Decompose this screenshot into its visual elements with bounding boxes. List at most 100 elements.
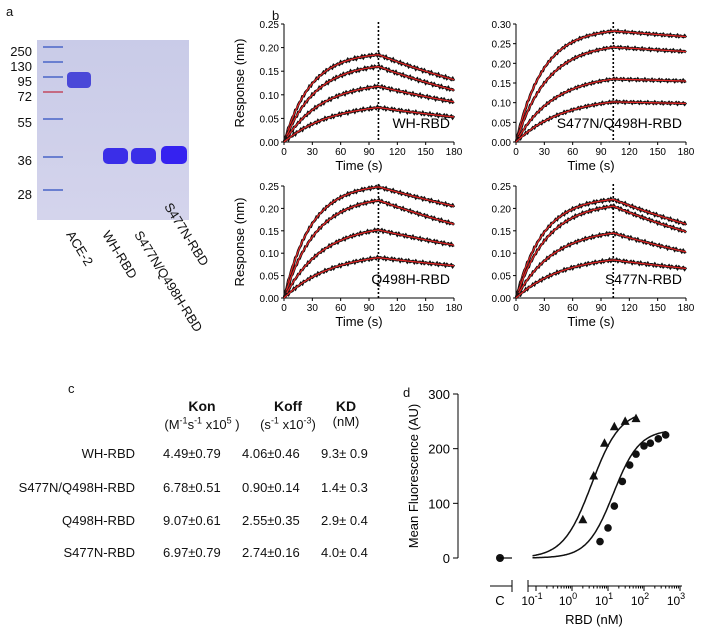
- x-tick-label: 60: [335, 147, 347, 158]
- y-tick-label: 0.15: [260, 67, 280, 78]
- x-tick-label: 180: [678, 303, 695, 314]
- panel-letter-b: b: [272, 8, 280, 23]
- fit-curve: [532, 415, 638, 557]
- x-tick-label: C: [495, 593, 504, 608]
- kd-value: 4.0± 0.4: [321, 545, 368, 560]
- y-tick-label: 0.15: [260, 227, 280, 238]
- y-tick-label: 0.05: [260, 114, 280, 125]
- triangle-point: [631, 413, 641, 423]
- y-tick-label: 0.05: [492, 272, 512, 283]
- marker-label: 28: [17, 187, 32, 202]
- header-unit: (s-1 x10-3): [260, 416, 316, 433]
- panel-letter-a: a: [6, 4, 14, 19]
- fit-curve: [283, 106, 455, 143]
- y-tick-label: 0.20: [492, 204, 512, 215]
- ace2-band: [67, 72, 91, 88]
- x-tick-label: 102: [631, 591, 649, 608]
- x-tick-label: 0: [513, 303, 519, 314]
- table-header-koff: Koff (s-1 x10-3): [238, 399, 338, 433]
- circle-point: [625, 461, 634, 469]
- marker-label: 95: [17, 74, 32, 89]
- x-tick-label: 120: [389, 147, 406, 158]
- triangle-point: [609, 421, 619, 431]
- header-name: Kon: [188, 398, 216, 414]
- y-axis-label: Response (nm): [232, 39, 247, 128]
- fit-curve: [283, 85, 455, 143]
- marker-label: 130: [10, 59, 32, 74]
- y-tick-label: 0: [443, 551, 450, 566]
- marker-label: 250: [10, 44, 32, 59]
- x-tick-label: 120: [389, 303, 406, 314]
- x-tick-label: 120: [621, 303, 638, 314]
- sensorgram-4: 0.00 0.05 0.10 0.15 0.20 0.25 0 30 60 90 120 150 180…: [492, 182, 695, 329]
- x-tick-label: 60: [567, 147, 579, 158]
- circle-point: [604, 524, 612, 532]
- triangle-point: [589, 471, 599, 480]
- x-tick-label: 30: [307, 147, 319, 158]
- x-tick-exponent: 1: [608, 591, 613, 601]
- y-tick-label: 0.25: [260, 20, 280, 31]
- x-tick-label: 150: [417, 303, 434, 314]
- x-tick-exponent: 0: [572, 591, 577, 601]
- fit-curve: [515, 78, 686, 143]
- triangle-point: [578, 514, 588, 524]
- y-tick-label: 0.20: [260, 204, 280, 215]
- x-tick-label: 180: [446, 303, 463, 314]
- s477n-band: [161, 146, 187, 164]
- panel-letter-d: d: [403, 385, 411, 400]
- fit-curve: [283, 257, 455, 299]
- sensorgram-1: 0.00 0.05 0.10 0.15 0.20 0.25 0 30 60 90 120 150 180…: [232, 20, 463, 173]
- x-tick-label: 90: [595, 303, 607, 314]
- y-tick-label: 0.05: [260, 272, 280, 283]
- x-tick-label: 60: [335, 303, 347, 314]
- ladder-band: [43, 189, 63, 191]
- x-tick-label: 150: [649, 147, 666, 158]
- y-tick-label: 0.10: [492, 249, 512, 260]
- y-tick-label: 100: [428, 496, 450, 511]
- x-tick-exponent: -1: [535, 591, 543, 601]
- fit-curve: [515, 232, 687, 299]
- chart-title: S477N/Q498H-RBD: [557, 115, 682, 131]
- row-label: S477N/Q498H-RBD: [18, 480, 135, 495]
- circle-point: [661, 431, 670, 439]
- x-tick-label: 180: [678, 147, 695, 158]
- fit-curve: [515, 46, 686, 143]
- ladder-band: [43, 118, 63, 120]
- gel-image: [37, 40, 189, 220]
- y-tick-label: 0.25: [492, 40, 512, 51]
- circle-point: [596, 537, 604, 546]
- x-tick-exponent: 2: [644, 591, 649, 601]
- triangle-point: [620, 416, 630, 425]
- x-axis-label: Time (s): [335, 158, 382, 173]
- x-tick-label: 101: [595, 591, 613, 608]
- y-tick-label: 0.05: [492, 118, 512, 129]
- x-tick-label: 60: [567, 303, 579, 314]
- fit-curve: [515, 198, 687, 299]
- y-tick-label: 0.20: [492, 59, 512, 70]
- kon-value: 4.49±0.79: [163, 446, 221, 461]
- ladder-band: [43, 46, 63, 48]
- x-tick-label: 30: [539, 303, 551, 314]
- x-tick-label: 150: [649, 303, 666, 314]
- y-tick-label: 0.25: [260, 182, 280, 193]
- ladder-band: [43, 76, 63, 78]
- marker-label: 72: [17, 89, 32, 104]
- x-tick-label: 30: [539, 147, 551, 158]
- x-tick-label: 10-1: [521, 591, 542, 608]
- kd-value: 9.3± 0.9: [321, 446, 368, 461]
- fit-curve: [515, 205, 687, 299]
- circle-point: [610, 502, 619, 510]
- ladder-band: [43, 91, 63, 93]
- header-name: KD: [335, 398, 357, 414]
- chart-title: WH-RBD: [392, 115, 450, 131]
- y-axis-label: Mean Fluorescence (AU): [406, 404, 421, 549]
- y-tick-label: 0.30: [492, 20, 512, 31]
- koff-value: 2.55±0.35: [242, 513, 300, 528]
- x-tick-label: 0: [281, 303, 287, 314]
- table-header-kon: Kon (M-1s-1 x105 ): [152, 398, 252, 433]
- x-tick-exponent: 3: [680, 591, 685, 601]
- x-tick-label: 180: [446, 147, 463, 158]
- x-tick-label: 90: [595, 147, 607, 158]
